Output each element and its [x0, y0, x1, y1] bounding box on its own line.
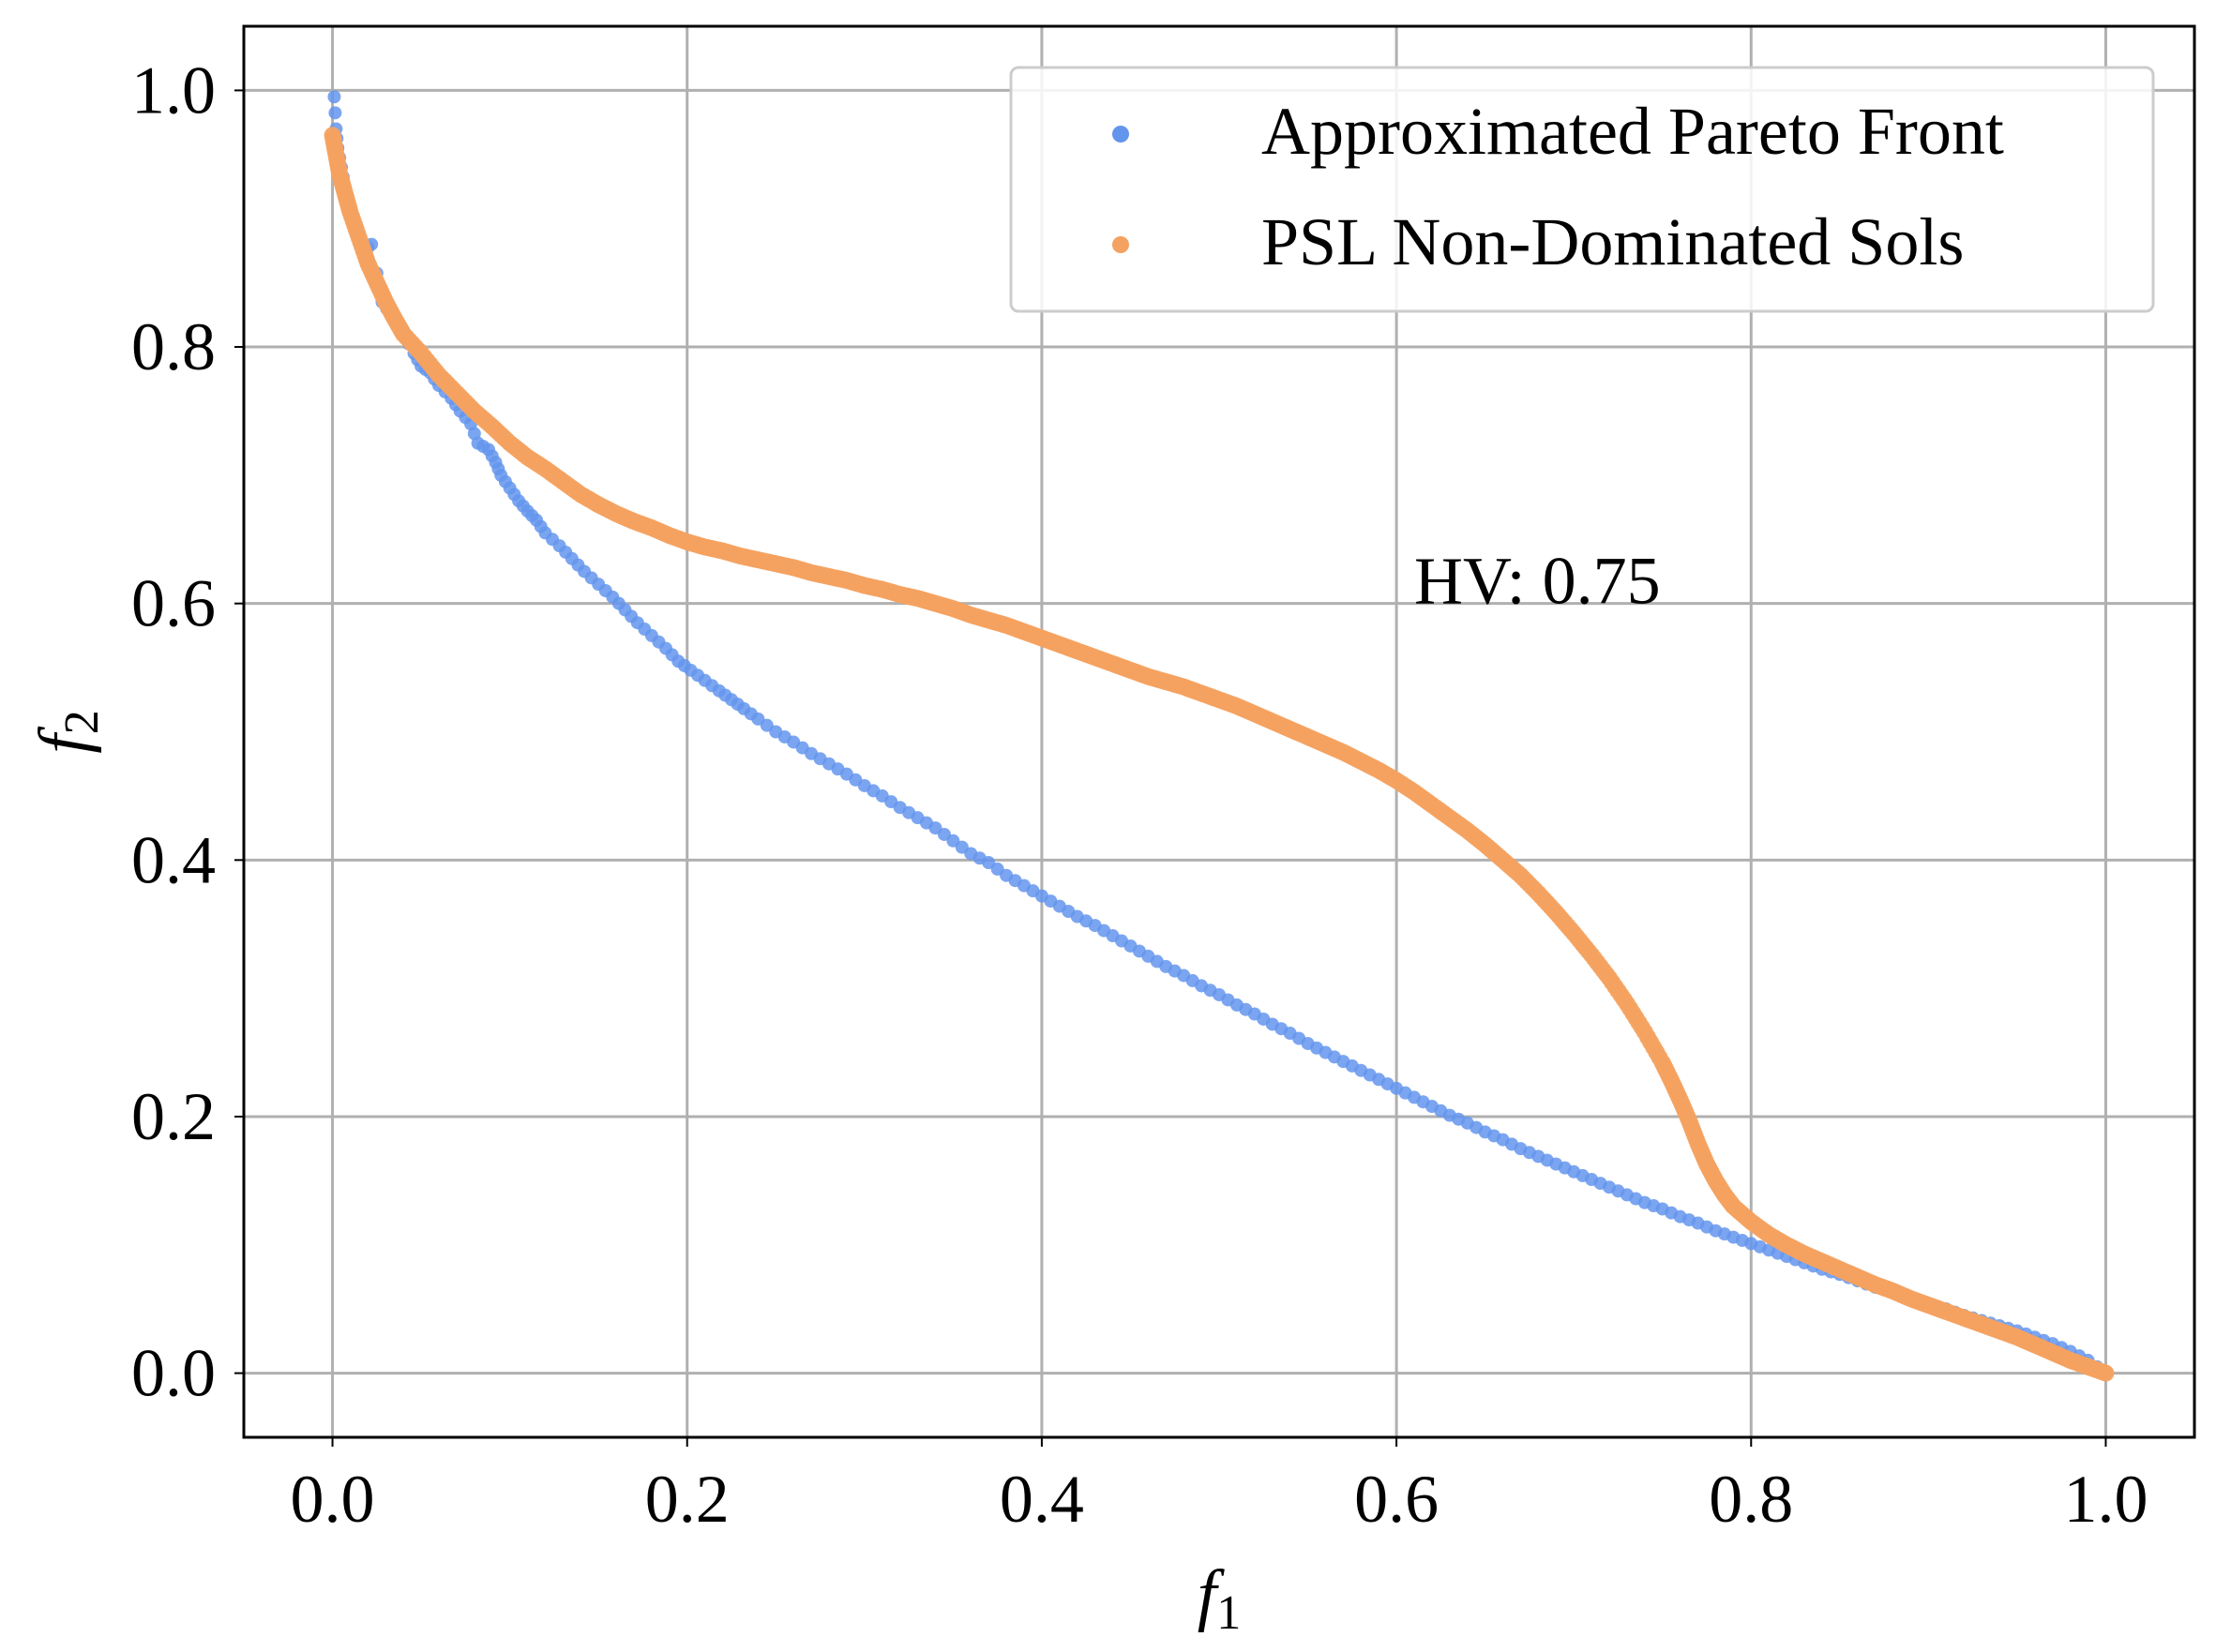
legend-label-approximated-pareto-front: Approximated Pareto Front	[1261, 94, 2004, 169]
x-tick-label: 1.0	[2063, 1462, 2148, 1537]
y-tick-label: 0.0	[131, 1336, 216, 1411]
hv-annotation: HV: 0.75	[1414, 544, 1661, 619]
legend-marker-psl-non-dominated-sols	[1112, 236, 1129, 253]
x-axis-title-sub: 1	[1216, 1586, 1241, 1640]
y-axis: 0.0 0.2 0.4 0.6 0.8 1.0	[131, 53, 244, 1411]
x-tick-label: 0.6	[1354, 1462, 1439, 1537]
y-tick-label: 1.0	[131, 53, 216, 128]
legend-label-psl-non-dominated-sols: PSL Non-Dominated Sols	[1261, 204, 1964, 279]
y-tick-label: 0.4	[131, 822, 216, 897]
series-1	[324, 127, 2115, 1382]
x-tick-label: 0.8	[1709, 1462, 1793, 1537]
x-tick-label: 0.4	[1000, 1462, 1084, 1537]
y-tick-label: 0.8	[131, 309, 216, 384]
legend-marker-approximated-pareto-front	[1112, 126, 1129, 143]
y-axis-title-sub: 2	[55, 710, 109, 734]
data-point-interp	[328, 106, 342, 120]
x-tick-label: 0.2	[645, 1462, 730, 1537]
y-tick-label: 0.2	[131, 1079, 216, 1154]
data-point	[2097, 1364, 2115, 1382]
series-layer	[324, 90, 2115, 1382]
plot-frame	[242, 24, 2196, 1439]
legend: Approximated Pareto Front PSL Non-Domina…	[1009, 66, 2155, 313]
y-tick-label: 0.6	[131, 566, 216, 641]
legend-box	[1009, 66, 2155, 313]
x-axis: 0.0 0.2 0.4 0.6 0.8 1.0	[291, 1437, 2148, 1537]
x-tick-label: 0.0	[291, 1462, 375, 1537]
data-point	[327, 90, 341, 104]
